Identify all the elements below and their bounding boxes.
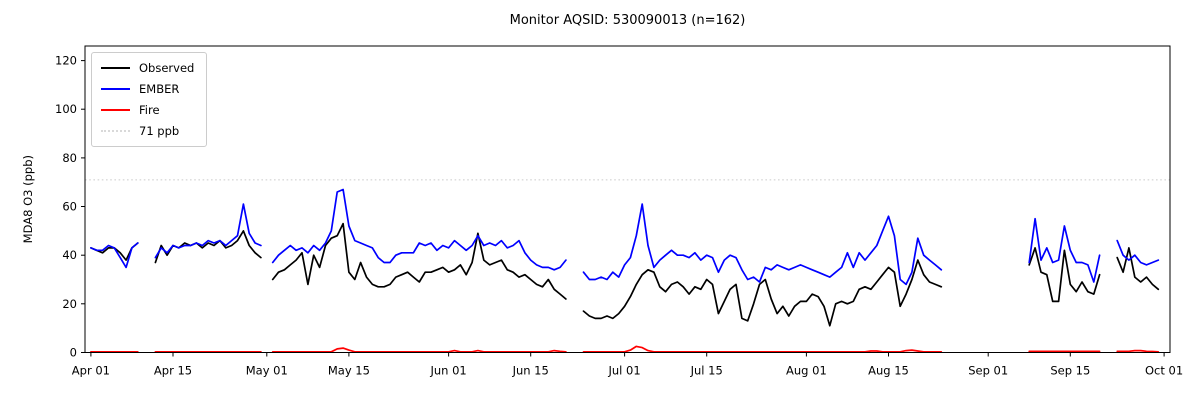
ember-line bbox=[582, 203, 943, 286]
fire-line bbox=[271, 347, 567, 353]
y-tick-label: 40 bbox=[62, 248, 77, 262]
legend-line-swatch bbox=[101, 130, 130, 132]
legend-label: 71 ppb bbox=[139, 124, 180, 138]
y-tick-label: 60 bbox=[62, 200, 77, 214]
legend-entry-71-ppb: 71 ppb bbox=[101, 123, 194, 139]
legend-line-swatch bbox=[101, 67, 130, 69]
x-tick-label: Jun 01 bbox=[429, 364, 466, 378]
ember-line bbox=[271, 188, 567, 271]
legend-entry-observed: Observed bbox=[101, 60, 194, 76]
chart-title: Monitor AQSID: 530090013 (n=162) bbox=[509, 13, 746, 28]
y-tick-label: 80 bbox=[62, 151, 77, 165]
legend-line-swatch bbox=[101, 109, 130, 111]
legend-entry-fire: Fire bbox=[101, 102, 194, 118]
x-tick-label: Oct 01 bbox=[1145, 364, 1183, 378]
x-tick-label: Jun 15 bbox=[512, 364, 549, 378]
observed-line bbox=[1116, 247, 1160, 291]
x-tick-label: Jul 15 bbox=[690, 364, 723, 378]
x-tick-label: May 15 bbox=[328, 364, 370, 378]
y-tick-label: 120 bbox=[55, 54, 77, 68]
x-tick-label: May 01 bbox=[246, 364, 288, 378]
observed-line bbox=[271, 222, 567, 300]
legend-label: Observed bbox=[139, 61, 195, 75]
ember-line bbox=[1116, 239, 1160, 266]
ember-line bbox=[90, 242, 139, 269]
x-tick-label: Sep 15 bbox=[1050, 364, 1090, 378]
legend-label: EMBER bbox=[139, 82, 180, 96]
x-tick-label: Jul 01 bbox=[608, 364, 641, 378]
x-tick-label: Apr 15 bbox=[154, 364, 192, 378]
fire-line bbox=[582, 345, 943, 353]
y-tick-label: 0 bbox=[70, 346, 77, 360]
ember-line bbox=[154, 203, 262, 259]
legend-label: Fire bbox=[139, 103, 160, 117]
y-tick-label: 100 bbox=[55, 102, 77, 116]
fire-line bbox=[1116, 349, 1160, 353]
x-tick-label: Sep 01 bbox=[968, 364, 1008, 378]
x-tick-label: Aug 15 bbox=[868, 364, 909, 378]
plot-border bbox=[84, 45, 1171, 353]
legend-line-swatch bbox=[101, 88, 130, 90]
ember-line bbox=[1028, 217, 1101, 283]
x-tick-label: Aug 01 bbox=[786, 364, 827, 378]
observed-line bbox=[1028, 247, 1101, 303]
x-tick-label: Apr 01 bbox=[72, 364, 110, 378]
legend: Observed EMBER Fire 71 ppb bbox=[91, 52, 208, 147]
y-tick-label: 20 bbox=[62, 297, 77, 311]
legend-entry-ember: EMBER bbox=[101, 81, 194, 97]
observed-line bbox=[582, 259, 943, 327]
